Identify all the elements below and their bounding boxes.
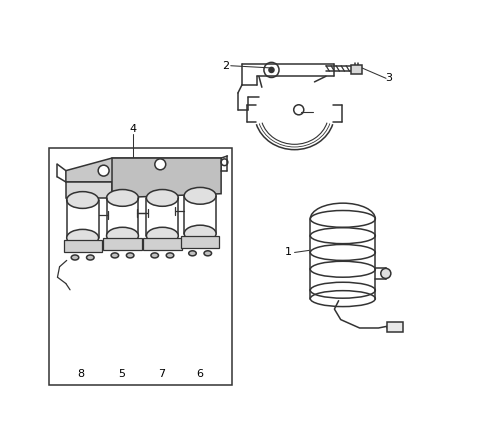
Text: 2: 2 xyxy=(222,61,229,71)
Bar xyxy=(103,238,142,250)
Bar xyxy=(351,65,362,74)
Ellipse shape xyxy=(107,227,138,244)
Ellipse shape xyxy=(126,253,134,258)
Ellipse shape xyxy=(166,253,174,258)
Ellipse shape xyxy=(189,251,196,256)
Polygon shape xyxy=(66,158,221,182)
Text: 4: 4 xyxy=(130,124,137,134)
Bar xyxy=(387,322,403,332)
Polygon shape xyxy=(66,182,112,198)
Ellipse shape xyxy=(67,229,98,246)
Ellipse shape xyxy=(184,187,216,204)
Text: 5: 5 xyxy=(118,369,125,379)
Bar xyxy=(143,238,181,250)
Ellipse shape xyxy=(71,255,79,260)
Circle shape xyxy=(381,269,391,278)
Text: 6: 6 xyxy=(197,369,204,379)
Circle shape xyxy=(155,159,166,170)
Ellipse shape xyxy=(111,253,119,258)
Text: 8: 8 xyxy=(77,369,84,379)
Circle shape xyxy=(269,67,274,72)
Text: 1: 1 xyxy=(285,248,292,258)
Ellipse shape xyxy=(151,253,158,258)
Bar xyxy=(49,147,232,385)
Text: 3: 3 xyxy=(385,73,393,83)
Polygon shape xyxy=(112,158,221,198)
Circle shape xyxy=(98,165,109,176)
Ellipse shape xyxy=(184,225,216,242)
Ellipse shape xyxy=(204,251,212,256)
Ellipse shape xyxy=(86,255,94,260)
Ellipse shape xyxy=(107,189,138,206)
Ellipse shape xyxy=(146,227,178,244)
Ellipse shape xyxy=(146,189,178,206)
Ellipse shape xyxy=(67,192,98,208)
Bar xyxy=(181,236,219,248)
Bar xyxy=(63,240,102,253)
Text: 7: 7 xyxy=(158,369,165,379)
